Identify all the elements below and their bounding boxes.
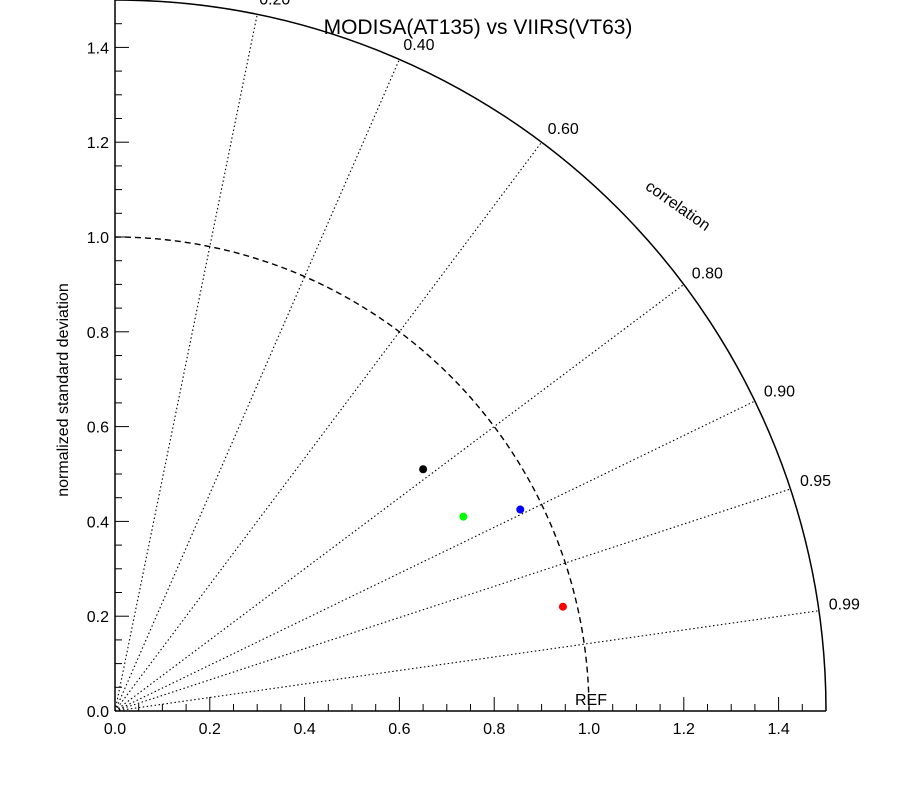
correlation-tick-label: 0.99 [829, 596, 860, 613]
y-axis-title: normalized standard deviation [55, 283, 72, 496]
x-tick-label: 0.6 [388, 721, 410, 738]
y-tick-label: 1.4 [87, 40, 109, 57]
y-tick-label: 1.2 [87, 135, 109, 152]
y-tick-label: 0.0 [87, 704, 109, 721]
correlation-gridline [114, 59, 400, 712]
correlation-tick-label: 0.60 [548, 121, 579, 138]
correlation-gridline [114, 141, 543, 712]
correlation-tick-label: 0.90 [764, 384, 795, 401]
correlation-gridline [114, 610, 819, 712]
correlation-tick-label: 0.40 [403, 37, 434, 54]
correlation-gridline [114, 400, 756, 712]
y-tick-label: 0.4 [87, 514, 109, 531]
outer-arc [114, 0, 827, 712]
correlation-tick-label: 0.20 [259, 0, 290, 9]
x-tick-label: 0.8 [483, 721, 505, 738]
arc-axis-title: correlation [642, 178, 713, 235]
y-tick-label: 1.0 [87, 230, 109, 247]
correlation-gridline [114, 14, 258, 712]
ref-label: REF [575, 692, 607, 709]
y-tick-label: 0.2 [87, 609, 109, 626]
y-tick-label: 0.6 [87, 420, 109, 437]
x-tick-label: 0.0 [104, 721, 126, 738]
x-tick-label: 1.0 [578, 721, 600, 738]
x-tick-label: 1.2 [673, 721, 695, 738]
correlation-gridline [114, 488, 791, 712]
data-point [516, 505, 525, 514]
reference-std-arc [114, 236, 590, 712]
data-point [459, 512, 468, 521]
data-point [558, 602, 567, 611]
chart-title: MODISA(AT135) vs VIIRS(VT63) [324, 16, 633, 39]
correlation-tick-label: 0.80 [692, 265, 723, 282]
correlation-tick-label: 0.95 [800, 473, 831, 490]
x-tick-label: 0.2 [199, 721, 221, 738]
y-tick-label: 0.8 [87, 325, 109, 342]
correlation-gridline [114, 283, 685, 712]
x-tick-label: 1.4 [767, 721, 789, 738]
data-point [419, 465, 428, 474]
x-tick-label: 0.4 [293, 721, 315, 738]
